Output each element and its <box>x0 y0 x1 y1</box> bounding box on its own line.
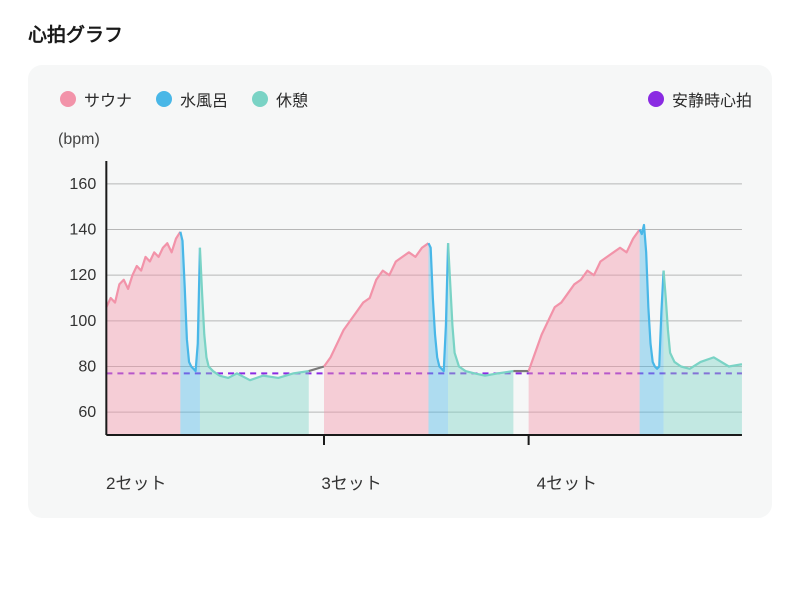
legend-item-sauna: サウナ <box>60 87 132 111</box>
legend-label-sauna: サウナ <box>84 87 132 111</box>
x-axis-labels: 2セット3セット4セット <box>48 469 752 494</box>
x-axis-label: 2セット <box>106 469 321 494</box>
svg-text:60: 60 <box>78 403 96 421</box>
legend-item-cold: 水風呂 <box>156 87 228 111</box>
y-axis-unit: (bpm) <box>48 131 752 149</box>
legend-dot-sauna <box>60 91 76 107</box>
svg-text:80: 80 <box>78 358 96 376</box>
legend-item-rest: 休憩 <box>252 87 308 111</box>
svg-text:140: 140 <box>69 221 96 239</box>
legend-dot-resting-hr <box>648 91 664 107</box>
legend-item-resting-hr: 安静時心拍 <box>648 87 752 111</box>
legend-label-cold: 水風呂 <box>180 87 228 111</box>
svg-text:160: 160 <box>69 175 96 193</box>
chart-card: サウナ 水風呂 休憩 安静時心拍 (bpm) 6080100120140160 … <box>28 65 772 518</box>
svg-text:120: 120 <box>69 266 96 284</box>
page-title: 心拍グラフ <box>28 20 772 47</box>
x-axis-label: 4セット <box>537 469 752 494</box>
legend-label-resting-hr: 安静時心拍 <box>672 87 752 111</box>
legend-label-rest: 休憩 <box>276 87 308 111</box>
legend: サウナ 水風呂 休憩 安静時心拍 <box>48 87 752 111</box>
heart-rate-chart: 60 80 100 120 140 160 <box>48 155 752 455</box>
x-axis-label: 3セット <box>321 469 536 494</box>
legend-dot-rest <box>252 91 268 107</box>
legend-dot-cold <box>156 91 172 107</box>
svg-text:100: 100 <box>69 312 96 330</box>
